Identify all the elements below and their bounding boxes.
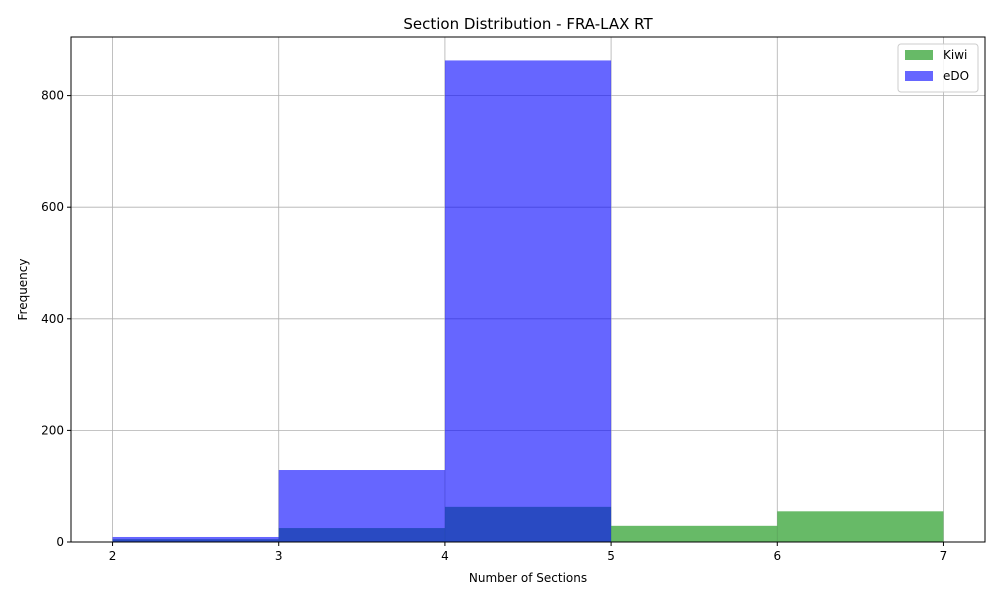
bars [112, 60, 944, 542]
x-tick-label: 5 [607, 549, 615, 563]
bar-edo-4-5 [444, 60, 612, 542]
y-tick-label: 600 [41, 200, 64, 214]
legend: Kiwi eDO [897, 43, 979, 93]
plot-frame [70, 36, 986, 543]
bar-edo-2-3 [112, 536, 279, 542]
axes [70, 36, 986, 543]
x-tick-label: 7 [940, 549, 948, 563]
legend-label-kiwi: Kiwi [943, 48, 967, 62]
legend-swatch-edo [905, 71, 933, 81]
x-axis-title: Number of Sections [469, 571, 587, 585]
y-tick-label: 0 [56, 535, 64, 549]
x-tick-label: 6 [773, 549, 781, 563]
x-tick-label: 4 [441, 549, 449, 563]
y-tick-label: 400 [41, 312, 64, 326]
x-tick-label: 3 [275, 549, 283, 563]
legend-label-edo: eDO [943, 69, 969, 83]
bar-kiwi-6-7 [777, 511, 944, 542]
y-axis-title: Frequency [16, 259, 30, 321]
y-tick-label: 200 [41, 423, 64, 437]
x-tick-label: 2 [109, 549, 117, 563]
y-tick-label: 800 [41, 89, 64, 103]
legend-swatch-kiwi [905, 50, 933, 60]
chart-title: Section Distribution - FRA-LAX RT [403, 15, 653, 33]
bar-edo-3-4 [278, 470, 445, 542]
ticks: 2 3 4 5 6 7 0 200 400 600 800 [41, 89, 947, 563]
bar-kiwi-5-6 [611, 525, 778, 542]
